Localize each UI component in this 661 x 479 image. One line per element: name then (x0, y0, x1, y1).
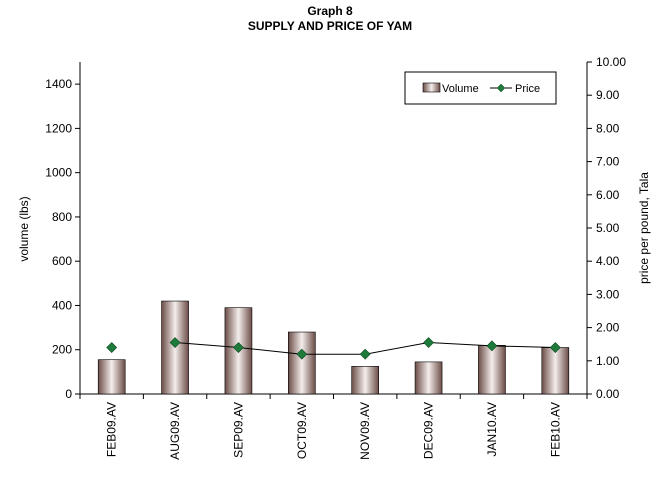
y-tick-label: 400 (52, 298, 72, 312)
y2-tick-label: 5.00 (596, 221, 620, 235)
y-tick-label: 1000 (45, 166, 72, 180)
y-tick-label: 200 (52, 343, 72, 357)
y2-tick-label: 4.00 (596, 254, 620, 268)
price-marker (549, 342, 561, 353)
price-marker (106, 342, 118, 353)
y2-tick-label: 6.00 (596, 188, 620, 202)
x-tick-label: AUG09.AV (168, 402, 182, 460)
price-marker (359, 348, 371, 360)
price-marker (423, 337, 434, 348)
legend-price-label: Price (515, 83, 540, 95)
price-series (106, 337, 561, 360)
y2-tick-label: 10.00 (596, 55, 626, 69)
y2-tick-label: 2.00 (596, 321, 620, 335)
volume-bar (478, 345, 506, 395)
y2-tick-label: 9.00 (596, 88, 620, 102)
price-marker (169, 337, 181, 348)
y-tick-label: 1400 (45, 77, 72, 91)
chart-title: Graph 8 (307, 4, 353, 18)
y-tick-label: 600 (52, 254, 72, 268)
tick-labels: 0 200 400 600 800 1000 1200 1400 0.00 1.00 2.00 3.0… (45, 55, 626, 460)
x-tick-label: FEB09.AV (105, 402, 119, 457)
x-tick-label: SEP09.AV (231, 402, 245, 458)
volume-bar (414, 361, 443, 395)
y2-tick-label: 8.00 (596, 121, 620, 135)
y2-tick-label: 1.00 (596, 354, 620, 368)
legend-volume-label: Volume (442, 83, 479, 95)
x-tick-label: JAN10.AV (485, 402, 499, 456)
price-marker (296, 348, 308, 360)
y2-tick-label: 0.00 (596, 387, 620, 401)
x-tick-label: DEC09.AV (422, 402, 436, 459)
volume-bar (351, 366, 379, 395)
volume-bars (97, 300, 570, 395)
y-axis-label: volume (lbs) (17, 196, 31, 261)
legend-price-marker (496, 83, 506, 93)
chart-subtitle: SUPPLY AND PRICE OF YAM (248, 19, 412, 33)
y-tick-label: 0 (65, 387, 72, 401)
price-marker (233, 342, 244, 353)
volume-bar (97, 359, 126, 395)
volume-bar (541, 347, 570, 395)
y-tick-label: 1200 (45, 121, 72, 135)
x-tick-label: FEB10.AV (548, 402, 562, 457)
price-marker (486, 340, 498, 352)
x-tick-label: NOV09.AV (358, 402, 372, 460)
y2-tick-label: 3.00 (596, 287, 620, 301)
axes (75, 61, 592, 399)
legend: Volume Price (404, 71, 557, 105)
x-tick-label: OCT09.AV (295, 402, 309, 459)
y2-tick-label: 7.00 (596, 155, 620, 169)
legend-volume-swatch (422, 82, 441, 93)
y-tick-label: 800 (52, 210, 72, 224)
y2-axis-label: price per pound, Tala (637, 172, 651, 284)
volume-bar (288, 331, 316, 395)
